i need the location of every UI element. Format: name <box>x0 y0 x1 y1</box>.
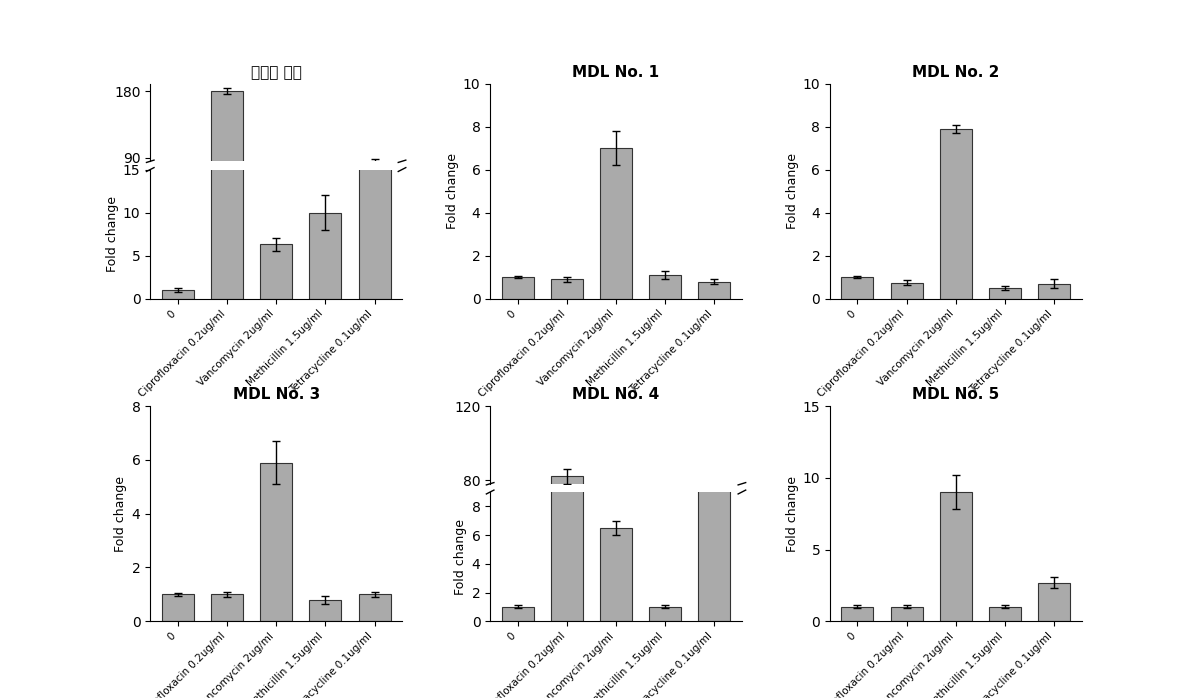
Bar <box>1039 583 1070 621</box>
Y-axis label: Fold change: Fold change <box>114 476 127 551</box>
Bar <box>309 213 341 299</box>
Bar <box>940 492 972 621</box>
Bar <box>940 129 972 299</box>
Bar <box>162 290 194 299</box>
Bar <box>210 0 243 299</box>
Bar <box>600 148 632 299</box>
Bar <box>501 277 534 299</box>
Bar <box>260 463 292 621</box>
Bar <box>260 219 292 224</box>
Bar <box>649 607 682 621</box>
Bar <box>358 595 391 621</box>
Y-axis label: Fold change: Fold change <box>106 196 119 272</box>
Bar <box>649 626 682 628</box>
Title: MDL No. 4: MDL No. 4 <box>572 387 660 402</box>
Bar <box>698 552 731 628</box>
Title: MDL No. 3: MDL No. 3 <box>232 387 320 402</box>
Bar <box>698 281 731 299</box>
Bar <box>989 288 1022 299</box>
Bar <box>551 279 583 299</box>
Bar <box>358 165 391 224</box>
Bar <box>698 33 731 621</box>
Bar <box>1039 283 1070 299</box>
Bar <box>841 277 874 299</box>
Bar <box>891 283 923 299</box>
Bar <box>600 616 632 628</box>
Y-axis label: Fold change: Fold change <box>786 154 798 229</box>
Bar <box>162 223 194 224</box>
Bar <box>989 607 1022 621</box>
Bar <box>891 607 923 621</box>
Bar <box>551 476 583 628</box>
Title: MDL No. 1: MDL No. 1 <box>572 65 660 80</box>
Y-axis label: Fold change: Fold change <box>786 476 798 551</box>
Bar <box>551 0 583 621</box>
Bar <box>649 275 682 299</box>
Bar <box>210 91 243 224</box>
Title: MDL No. 2: MDL No. 2 <box>912 65 1000 80</box>
Bar <box>210 595 243 621</box>
Bar <box>600 528 632 621</box>
Bar <box>162 595 194 621</box>
Bar <box>260 244 292 299</box>
Bar <box>501 607 534 621</box>
Y-axis label: Fold change: Fold change <box>454 519 468 595</box>
Bar <box>501 626 534 628</box>
Title: 자연형 군주: 자연형 군주 <box>251 65 302 80</box>
Bar <box>309 600 341 621</box>
Bar <box>841 607 874 621</box>
Y-axis label: Fold change: Fold change <box>446 154 459 229</box>
Bar <box>309 216 341 224</box>
Bar <box>358 0 391 299</box>
Title: MDL No. 5: MDL No. 5 <box>912 387 1000 402</box>
